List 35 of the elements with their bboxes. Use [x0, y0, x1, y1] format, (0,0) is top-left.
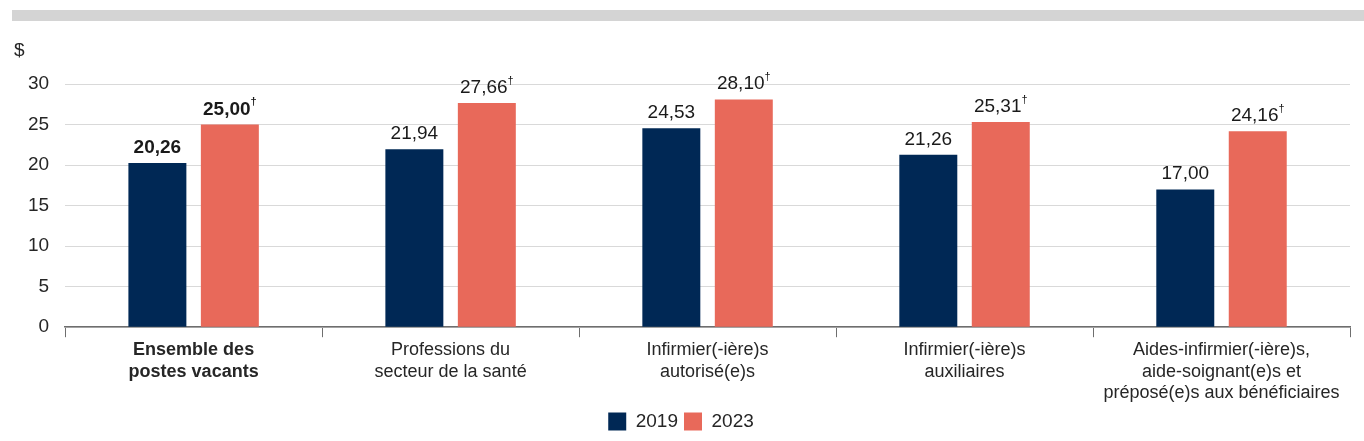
x-tick-label: Ensemble des postes vacants [128, 338, 259, 381]
x-tick-label: Infirmier(-ière)s autorisé(e)s [646, 338, 769, 381]
bar [714, 99, 773, 327]
bar [128, 162, 187, 327]
data-label: 20,26 [133, 135, 182, 157]
data-label: 28,10† [716, 70, 771, 94]
bar [200, 124, 259, 327]
legend-label: 2023 [711, 409, 754, 431]
data-label: 17,00 [1161, 162, 1210, 184]
data-label: 24,53 [647, 101, 696, 123]
data-label: 21,94 [390, 122, 439, 144]
bar [385, 149, 444, 327]
y-tick-label: 15 [27, 193, 50, 215]
bar [1228, 131, 1287, 327]
data-label: 27,66† [459, 73, 514, 97]
bar [457, 102, 516, 327]
bar [642, 128, 701, 327]
x-tick-label: Aides-infirmier(-ière)s, aide-soignant(e)s et préposé(e)s aux bénéficiaires [1103, 338, 1340, 403]
y-tick-label: 0 [38, 315, 50, 337]
x-tick-label: Infirmier(-ière)s auxiliaires [903, 338, 1026, 381]
y-tick-label: 30 [27, 72, 50, 94]
bar [899, 154, 958, 327]
y-axis-title: $ [14, 39, 25, 60]
y-tick-label: 20 [27, 153, 50, 175]
y-tick-label: 10 [27, 234, 50, 256]
y-tick-label: 5 [38, 274, 50, 296]
data-label: 21,26 [904, 127, 953, 149]
legend-label: 2019 [635, 409, 679, 431]
bar [1156, 189, 1215, 327]
data-label: 25,31† [973, 92, 1028, 117]
bar [971, 122, 1030, 327]
data-label: 25,00† [203, 95, 257, 119]
x-tick-label: Professions du secteur de la santé [374, 338, 527, 381]
data-label: 24,16† [1230, 102, 1285, 126]
y-tick-label: 25 [27, 112, 50, 134]
